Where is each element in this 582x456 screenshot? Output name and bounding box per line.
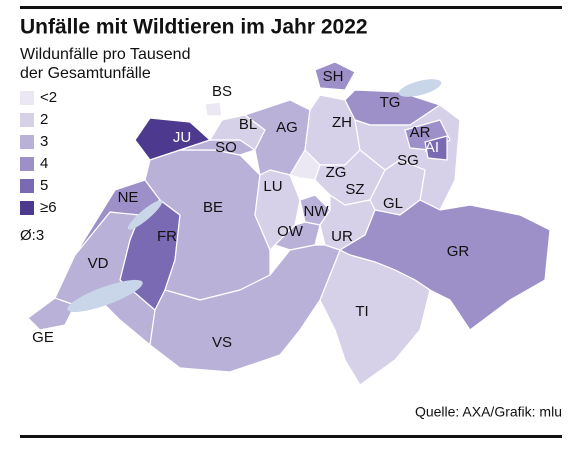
canton-label: SH: [323, 68, 344, 85]
title: Unfälle mit Wildtieren im Jahr 2022: [20, 16, 368, 39]
canton-label: SG: [397, 152, 419, 169]
legend: <2 2 3 4 5 ≥6: [20, 89, 57, 216]
canton-label: VS: [212, 334, 232, 351]
canton-label: TI: [355, 303, 368, 320]
subtitle: der Gesamtunfälle: [20, 65, 151, 82]
canton-label: VD: [88, 255, 109, 272]
legend-swatch: [20, 91, 34, 105]
canton-label: BE: [203, 199, 223, 216]
canton-label: BL: [239, 116, 257, 133]
legend-label: <2: [40, 89, 57, 106]
canton-label: GL: [383, 195, 403, 212]
canton-label: GE: [32, 329, 54, 346]
subtitle: Wildunfälle pro Tausend: [20, 46, 190, 63]
canton-label: TG: [380, 94, 401, 111]
bottom-rule: [20, 435, 562, 438]
canton-area: [319, 249, 431, 386]
legend-swatch: [20, 179, 34, 193]
canton-label: GR: [447, 243, 470, 260]
canton-label: AG: [276, 119, 298, 136]
lake: [127, 200, 163, 230]
canton-area: [204, 101, 223, 117]
canton-area: [27, 297, 76, 331]
canton-label: NE: [118, 189, 139, 206]
canton-label: NW: [304, 203, 330, 220]
legend-swatch: [20, 201, 34, 215]
legend-swatch: [20, 113, 34, 127]
canton-label: OW: [277, 223, 304, 240]
canton-area: [149, 244, 341, 373]
legend-label: 3: [40, 133, 48, 150]
canton-label: SO: [215, 139, 237, 156]
canton-label: SZ: [345, 181, 364, 198]
canton-label: JU: [173, 129, 191, 146]
canton-label: LU: [263, 178, 282, 195]
legend-label: ≥6: [40, 199, 57, 216]
source: Quelle: AXA/Grafik: mlu: [415, 404, 562, 420]
legend-swatch: [20, 135, 34, 149]
legend-label: 2: [40, 111, 48, 128]
canton-label: ZH: [332, 114, 352, 131]
canton-label: AR: [410, 124, 431, 141]
canton-label: BS: [212, 83, 232, 100]
lake: [398, 79, 442, 97]
canton-label: AI: [425, 139, 439, 156]
canton-area: [424, 135, 448, 161]
canton-area: [289, 149, 321, 181]
lake: [67, 279, 143, 313]
legend-swatch: [20, 157, 34, 171]
average: Ø:3: [20, 227, 44, 244]
legend-label: 5: [40, 177, 48, 194]
canton-label: UR: [331, 228, 353, 245]
canton-label: ZG: [326, 164, 347, 181]
canton-label: FR: [157, 228, 177, 245]
canton-area: [314, 61, 356, 91]
legend-label: 4: [40, 155, 48, 172]
top-rule: [20, 6, 562, 9]
